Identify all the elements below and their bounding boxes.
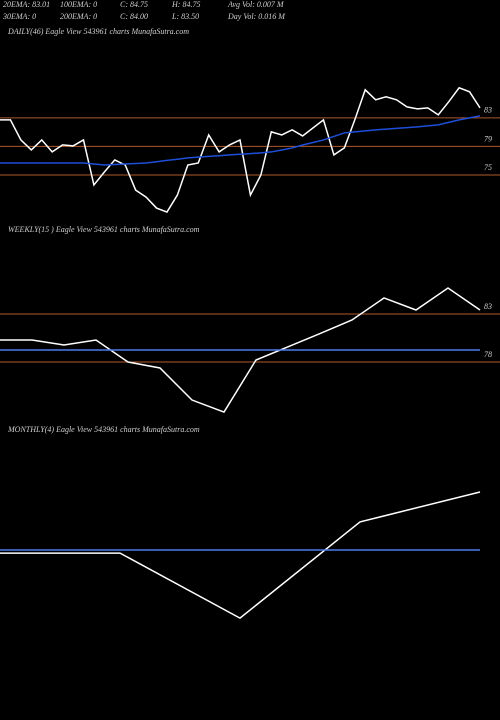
header-stat: Day Vol: 0.016 M — [227, 12, 286, 21]
price-line — [0, 86, 481, 213]
header-stat: H: 84.75 — [171, 0, 200, 9]
price-line — [0, 115, 481, 166]
price-line — [0, 287, 481, 413]
panel-title: DAILY(46) Eagle View 543961 charts Munaf… — [7, 27, 189, 36]
header-stat: C: 84.75 — [120, 0, 148, 9]
panel-title: MONTHLY(4) Eagle View 543961 charts Muna… — [7, 425, 200, 434]
y-tick-label: 83 — [484, 106, 492, 115]
header-stat: 30EMA: 0 — [2, 12, 36, 21]
header-stat: Avg Vol: 0.007 M — [227, 0, 285, 9]
header-stat: L: 83.50 — [171, 12, 199, 21]
header-stat: 100EMA: 0 — [60, 0, 97, 9]
header-stat: 200EMA: 0 — [60, 12, 97, 21]
y-tick-label: 79 — [484, 134, 492, 143]
header-stat: 20EMA: 83.01 — [3, 0, 50, 9]
y-tick-label: 75 — [484, 163, 492, 172]
price-line — [0, 491, 481, 619]
header-stat: C: 84.00 — [120, 12, 148, 21]
panel-title: WEEKLY(15 ) Eagle View 543961 charts Mun… — [8, 225, 200, 234]
y-tick-label: 83 — [484, 302, 492, 311]
y-tick-label: 78 — [484, 350, 492, 359]
